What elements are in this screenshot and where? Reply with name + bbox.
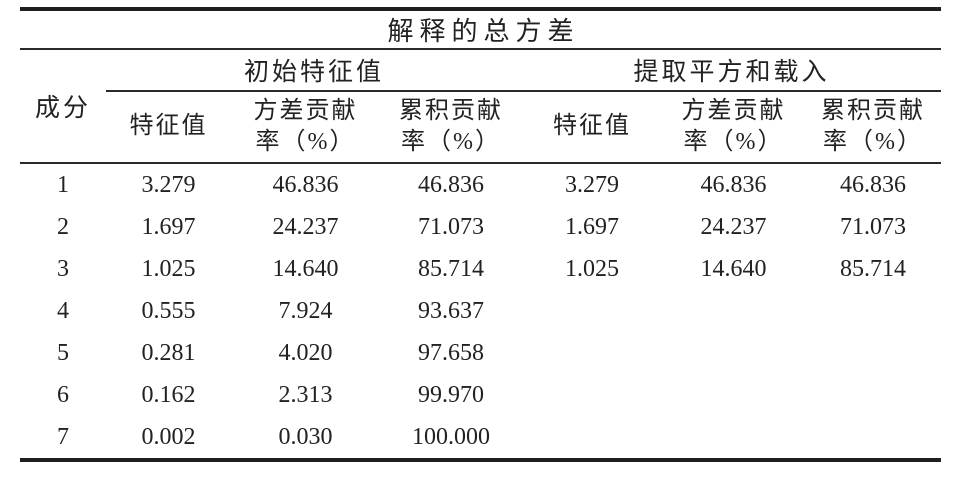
table-cell bbox=[522, 416, 662, 458]
column-header-component: 成分 bbox=[34, 95, 91, 122]
table-bottom-rule bbox=[20, 458, 941, 462]
column-header-cumulative-pct-extraction: 累积贡献 率（%） bbox=[821, 97, 925, 155]
table-cell: 2.313 bbox=[278, 381, 333, 408]
group-header-extraction-loadings: 提取平方和载入 bbox=[522, 50, 941, 92]
column-header-variance-pct-extraction: 方差贡献 率（%） bbox=[681, 97, 786, 155]
column-header-cumulative-pct-initial: 累积贡献 率（%） bbox=[399, 97, 503, 155]
table-cell bbox=[805, 290, 941, 332]
table-cell: 24.237 bbox=[272, 213, 339, 240]
table-row: 4 0.555 7.924 93.637 bbox=[20, 290, 941, 332]
table-cell: 1 bbox=[57, 171, 69, 198]
table-cell: 71.073 bbox=[418, 213, 484, 240]
table-row: 5 0.281 4.020 97.658 bbox=[20, 332, 941, 374]
table-cell: 14.640 bbox=[700, 255, 767, 282]
table-cell: 46.836 bbox=[272, 171, 339, 198]
table-cell bbox=[522, 290, 662, 332]
table-cell: 46.836 bbox=[840, 171, 906, 198]
table-cell: 3.279 bbox=[565, 171, 619, 198]
group-header-initial-eigenvalues: 初始特征值 bbox=[106, 50, 522, 92]
table-cell bbox=[662, 374, 805, 416]
table-cell bbox=[805, 374, 941, 416]
table-cell: 93.637 bbox=[418, 297, 484, 324]
table-cell: 1.025 bbox=[141, 255, 196, 282]
table-cell: 85.714 bbox=[840, 255, 906, 282]
table-cell: 0.281 bbox=[141, 339, 196, 366]
table-cell: 14.640 bbox=[272, 255, 339, 282]
table-cell: 99.970 bbox=[418, 381, 484, 408]
table-header: 成分 初始特征值 提取平方和载入 特征值 方差贡献 率（%） 累积贡献 率（%）… bbox=[20, 50, 941, 162]
title-divider-rule bbox=[20, 48, 941, 50]
table-cell: 0.162 bbox=[141, 381, 196, 408]
column-header-variance-pct-initial: 方差贡献 率（%） bbox=[253, 97, 358, 155]
table-cell bbox=[805, 416, 941, 458]
table-cell: 46.836 bbox=[700, 171, 767, 198]
column-header-eigenvalue-initial: 特征值 bbox=[129, 113, 208, 140]
table-row: 2 1.697 24.237 71.073 1.697 24.237 71.07… bbox=[20, 206, 941, 248]
table-cell: 4.020 bbox=[278, 339, 333, 366]
table-cell: 46.836 bbox=[418, 171, 484, 198]
table-cell: 6 bbox=[57, 381, 69, 408]
table-cell: 100.000 bbox=[412, 423, 490, 450]
table-cell: 7.924 bbox=[278, 297, 333, 324]
table-cell: 0.002 bbox=[141, 423, 196, 450]
table-cell: 85.714 bbox=[418, 255, 484, 282]
table-cell: 1.697 bbox=[565, 213, 619, 240]
table-cell: 24.237 bbox=[700, 213, 767, 240]
table-title-row: 解释的总方差 bbox=[20, 11, 941, 48]
column-header-eigenvalue-extraction: 特征值 bbox=[553, 113, 631, 140]
table-cell: 0.555 bbox=[141, 297, 196, 324]
table-cell: 3.279 bbox=[141, 171, 196, 198]
table-cell bbox=[662, 290, 805, 332]
header-divider-rule bbox=[20, 162, 941, 164]
total-variance-explained-table: 解释的总方差 成分 初始特征值 提取平方和载入 特征值 方差贡献 率（%） 累积… bbox=[20, 7, 941, 462]
table-row: 1 3.279 46.836 46.836 3.279 46.836 46.83… bbox=[20, 164, 941, 206]
table-cell: 1.697 bbox=[141, 213, 196, 240]
table-cell: 0.030 bbox=[278, 423, 333, 450]
table-cell: 4 bbox=[57, 297, 69, 324]
table-body: 1 3.279 46.836 46.836 3.279 46.836 46.83… bbox=[20, 164, 941, 458]
table-cell bbox=[662, 332, 805, 374]
table-cell: 3 bbox=[57, 255, 69, 282]
table-cell: 71.073 bbox=[840, 213, 906, 240]
table-row: 7 0.002 0.030 100.000 bbox=[20, 416, 941, 458]
table-title: 解释的总方差 bbox=[387, 17, 580, 46]
table-cell bbox=[662, 416, 805, 458]
table-cell bbox=[805, 332, 941, 374]
table-top-rule bbox=[20, 7, 941, 11]
table-row: 3 1.025 14.640 85.714 1.025 14.640 85.71… bbox=[20, 248, 941, 290]
table-cell: 7 bbox=[57, 423, 69, 450]
table-cell bbox=[522, 374, 662, 416]
table-cell: 1.025 bbox=[565, 255, 619, 282]
table-cell: 5 bbox=[57, 339, 69, 366]
table-cell: 2 bbox=[57, 213, 69, 240]
table-cell: 97.658 bbox=[418, 339, 484, 366]
table-row: 6 0.162 2.313 99.970 bbox=[20, 374, 941, 416]
table-cell bbox=[522, 332, 662, 374]
